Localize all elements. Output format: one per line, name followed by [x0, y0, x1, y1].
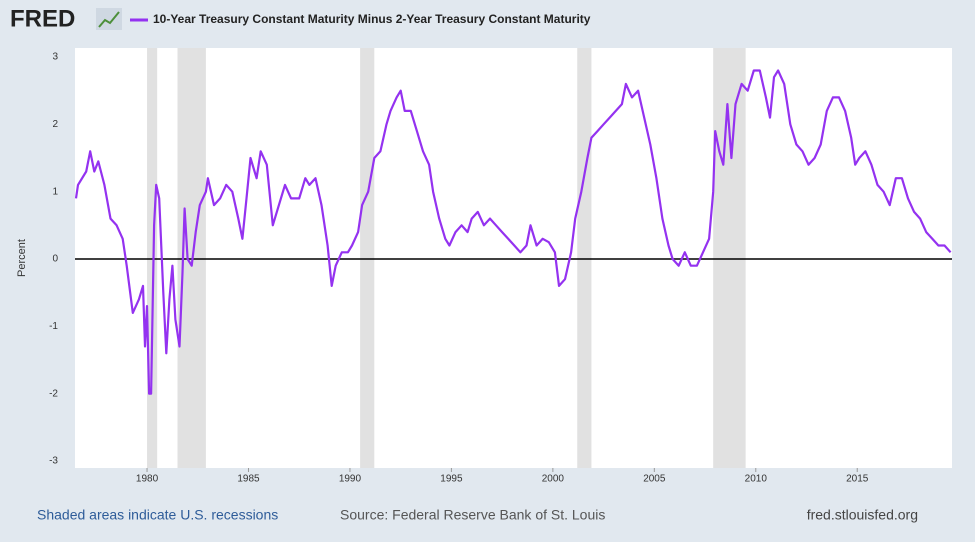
footer-source: Source: Federal Reserve Bank of St. Loui… [340, 507, 605, 523]
x-tick-label: 2010 [745, 474, 768, 485]
logo-icon-line [98, 11, 120, 28]
x-tick-label: 2005 [643, 474, 666, 485]
y-tick-label: 3 [52, 52, 58, 63]
x-tick-label: 1995 [440, 474, 463, 485]
logo: FRED [10, 5, 75, 32]
footer-note: Shaded areas indicate U.S. recessions [37, 507, 278, 523]
y-axis-label: Percent [16, 239, 28, 277]
y-tick-label: -2 [49, 388, 58, 399]
recession-band [577, 48, 592, 468]
recession-band [360, 48, 375, 468]
plot-area [75, 48, 952, 468]
logo-icon [96, 8, 122, 30]
y-tick-label: -1 [49, 321, 58, 332]
recession-band [147, 48, 158, 468]
recession-band [713, 48, 746, 468]
y-tick-label: -3 [49, 456, 58, 467]
y-tick-label: 0 [52, 254, 58, 265]
y-tick-label: 1 [52, 186, 58, 197]
x-tick-label: 1990 [339, 474, 362, 485]
x-tick-label: 1985 [237, 474, 260, 485]
x-tick-label: 2000 [542, 474, 565, 485]
x-tick-label: 1980 [136, 474, 159, 485]
series-line [74, 69, 952, 395]
y-tick-label: 2 [52, 119, 58, 130]
x-tick-label: 2015 [846, 474, 869, 485]
legend-label: 10-Year Treasury Constant Maturity Minus… [153, 12, 591, 26]
footer-url: fred.stlouisfed.org [807, 507, 918, 523]
